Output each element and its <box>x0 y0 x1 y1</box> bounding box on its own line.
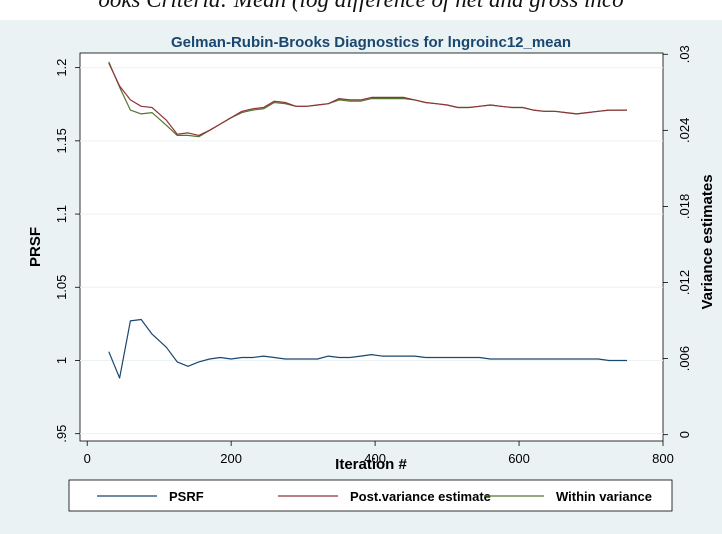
gelman-rubin-chart: 0 200 400 600 800 .95 1 1.05 1.1 1.15 1.2 0 .006 .012… <box>0 20 722 534</box>
y-right-tick-label: .006 <box>677 346 692 371</box>
post-variance-line <box>108 62 627 137</box>
y-left-tick-label: 1.1 <box>54 205 69 223</box>
x-tick-label: 600 <box>508 451 530 466</box>
x-tick-label: 800 <box>652 451 674 466</box>
y-right-tick-label: .012 <box>677 270 692 295</box>
figure-caption: ooks Criteria: Mean (log difference of n… <box>0 0 722 13</box>
y-axis-right-label: Variance estimates <box>699 174 716 309</box>
y-right-tick-label: .03 <box>677 45 692 63</box>
legend-label: PSRF <box>169 489 204 504</box>
y-left-tick-label: 1.05 <box>54 275 69 300</box>
y-right-tick-label: .018 <box>677 194 692 219</box>
legend-label: Within variance <box>556 489 652 504</box>
y-left-tick-label: 1.2 <box>54 59 69 77</box>
x-tick-label: 400 <box>364 451 386 466</box>
x-tick-label: 0 <box>84 451 91 466</box>
y-right-tick-label: 0 <box>677 431 692 438</box>
legend-label: Post.variance estimate <box>350 489 491 504</box>
psrf-line <box>108 318 627 379</box>
grid-layer <box>80 67 663 435</box>
y-left-tick-label: .95 <box>54 425 69 443</box>
series-layer <box>108 61 627 379</box>
x-tick-label: 200 <box>220 451 242 466</box>
legend: PSRF Post.variance estimate Within varianc… <box>97 489 652 504</box>
y-left-tick-label: 1.15 <box>54 128 69 153</box>
y-right-tick-label: .024 <box>677 118 692 143</box>
y-left-tick-label: 1 <box>54 357 69 364</box>
legend-box <box>68 479 673 512</box>
plot-area <box>79 52 664 442</box>
chart-title: Gelman-Rubin-Brooks Diagnostics for lngr… <box>171 34 571 51</box>
y-axis-left-label: PRSF <box>27 227 44 267</box>
x-axis-label: Iteration # <box>335 456 407 473</box>
axis-layer: 0 200 400 600 800 .95 1 1.05 1.1 1.15 1.2 0 .006 .012… <box>54 45 692 466</box>
